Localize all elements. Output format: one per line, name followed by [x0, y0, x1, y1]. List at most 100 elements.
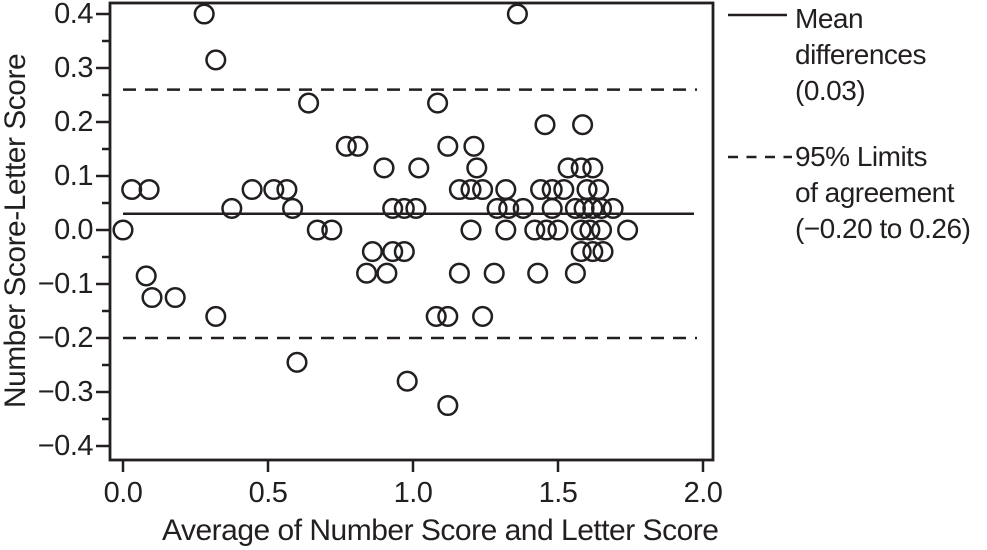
data-point — [205, 49, 227, 71]
data-point — [534, 114, 556, 136]
data-point — [382, 197, 404, 219]
data-point — [263, 178, 285, 201]
data-point — [282, 197, 304, 219]
legend-label-line: (−0.20 to 0.26) — [795, 213, 971, 244]
data-point — [472, 305, 494, 327]
data-point — [570, 241, 592, 263]
data-point — [486, 197, 508, 219]
data-point — [396, 370, 418, 392]
data-point — [448, 262, 470, 284]
legend-label-line: of agreement — [795, 177, 955, 208]
data-point — [535, 219, 557, 241]
data-point — [382, 241, 404, 263]
data-point — [425, 305, 447, 327]
y-axis-title: Number Score-Letter Score — [0, 53, 32, 409]
data-point — [373, 157, 395, 179]
data-point — [582, 157, 604, 179]
data-point — [321, 219, 343, 241]
data-point — [298, 92, 320, 114]
x-axis-title: Average of Number Score and Letter Score — [162, 514, 719, 547]
y-tick-label: 0.4 — [54, 0, 93, 30]
data-point — [472, 178, 494, 201]
y-tick-label: −0.2 — [37, 322, 94, 354]
plot-frame — [108, 1, 715, 462]
data-point — [590, 219, 613, 241]
x-tick-label: 0.0 — [103, 477, 143, 509]
data-point — [588, 178, 610, 201]
data-point — [557, 157, 579, 179]
legend-label-line: differences — [795, 39, 926, 70]
x-tick-label: 0.5 — [248, 477, 288, 509]
x-tick-label: 1.0 — [393, 477, 433, 509]
data-point — [466, 157, 488, 179]
data-point — [405, 197, 427, 219]
data-point — [361, 241, 383, 263]
data-point — [135, 265, 157, 287]
dashed-line-swatch — [728, 155, 792, 159]
legend-label-limits: 95% Limits of agreement (−0.20 to 0.26) — [795, 139, 971, 247]
data-point — [483, 262, 505, 284]
data-point — [376, 262, 398, 284]
data-point — [241, 178, 263, 201]
data-point — [437, 305, 459, 327]
y-tick-label: 0.1 — [54, 160, 93, 192]
data-point — [524, 219, 546, 241]
legend-label-line: (0.03) — [795, 75, 866, 106]
data-point — [495, 178, 517, 201]
data-point — [138, 178, 160, 201]
data-point — [530, 178, 552, 201]
data-point — [602, 197, 624, 219]
data-point — [347, 135, 369, 157]
y-tick-label: 0.2 — [54, 106, 93, 138]
solid-line-swatch — [728, 13, 787, 17]
data-point — [205, 305, 227, 327]
y-tick-label: 0.3 — [54, 52, 93, 84]
data-point — [437, 394, 459, 417]
data-point — [286, 351, 308, 373]
data-point — [527, 262, 549, 284]
data-point — [564, 262, 586, 284]
data-point — [356, 262, 378, 284]
data-point — [495, 219, 517, 241]
x-tick-label: 2.0 — [683, 477, 723, 509]
data-point — [541, 197, 563, 219]
data-point — [437, 135, 459, 157]
data-point — [460, 219, 482, 241]
data-point — [579, 219, 601, 241]
legend: Mean differences (0.03) 95% Limits of ag… — [715, 0, 987, 550]
y-tick-label: 0.0 — [54, 214, 93, 246]
data-point — [590, 197, 613, 219]
data-point — [570, 157, 592, 179]
data-point — [193, 3, 215, 25]
y-tick-label: −0.3 — [37, 376, 94, 408]
data-point — [512, 197, 534, 219]
data-point — [592, 241, 614, 263]
data-point — [276, 178, 298, 201]
data-point — [572, 114, 594, 136]
y-tick-label: −0.4 — [37, 430, 94, 462]
data-point — [448, 178, 470, 201]
data-point — [335, 135, 357, 157]
data-point — [393, 241, 415, 263]
data-point — [570, 219, 592, 241]
legend-label-line: Mean — [795, 3, 864, 34]
data-point — [393, 197, 415, 219]
data-point — [121, 178, 143, 201]
data-point — [408, 157, 430, 179]
data-point — [617, 219, 639, 241]
legend-label-line: 95% Limits — [795, 141, 927, 172]
data-point — [582, 241, 604, 263]
data-point — [112, 219, 134, 241]
data-point — [141, 286, 163, 309]
data-point — [164, 286, 186, 309]
data-point — [547, 219, 569, 241]
legend-label-mean: Mean differences (0.03) — [795, 1, 926, 109]
data-point — [506, 3, 528, 25]
data-point — [498, 197, 520, 219]
data-point — [427, 92, 449, 114]
data-point — [460, 178, 482, 201]
data-point — [306, 219, 328, 241]
x-tick-label: 1.5 — [538, 477, 578, 509]
